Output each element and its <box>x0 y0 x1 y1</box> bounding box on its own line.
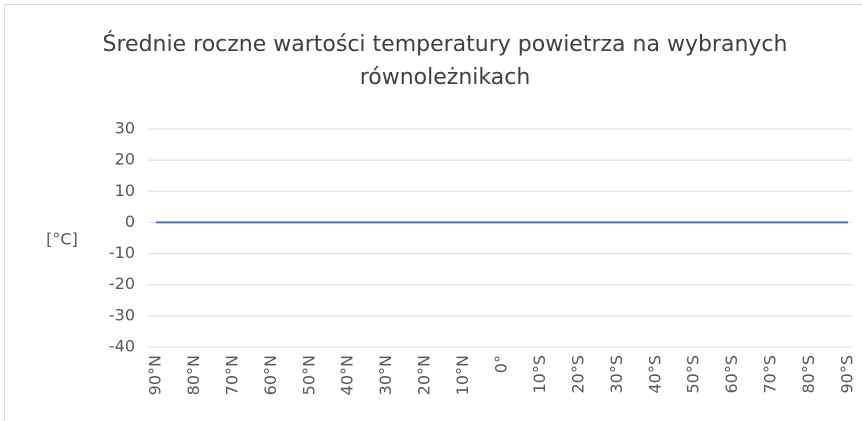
y-tick-label: -30 <box>109 305 135 324</box>
x-tick-label: 60°S <box>722 355 741 394</box>
x-tick-label: 90°N <box>146 355 165 395</box>
x-tick-label: 70°S <box>761 355 780 394</box>
y-tick-label: 20 <box>115 150 135 169</box>
x-tick-label: 40°S <box>645 355 664 394</box>
y-tick-label: -20 <box>109 274 135 293</box>
x-tick-label: 10°S <box>530 355 549 394</box>
x-tick-label: 0° <box>492 355 511 373</box>
x-tick-label: 30°N <box>376 355 395 395</box>
y-tick-label: 10 <box>115 181 135 200</box>
x-tick-label: 70°N <box>222 355 241 395</box>
x-tick-label: 40°N <box>338 355 357 395</box>
x-tick-label: 20°N <box>415 355 434 395</box>
y-tick-label: -40 <box>109 337 135 356</box>
x-tick-label: 60°N <box>261 355 280 395</box>
x-tick-label: 50°N <box>299 355 318 395</box>
x-tick-label: 50°S <box>684 355 703 394</box>
chart-border <box>4 4 862 421</box>
y-tick-label: 0 <box>125 212 135 231</box>
x-tick-label: 30°S <box>607 355 626 394</box>
chart-title: Średnie roczne wartości temperatury powi… <box>102 32 788 90</box>
x-tick-label: 80°S <box>799 355 818 394</box>
y-tick-label: -10 <box>109 243 135 262</box>
x-tick-label: 10°N <box>453 355 472 395</box>
y-tick-label: 30 <box>115 119 135 138</box>
x-tick-label: 20°S <box>568 355 587 394</box>
y-axis-label: [°C] <box>46 230 78 249</box>
x-tick-label: 80°N <box>184 355 203 395</box>
x-tick-label: 90°S <box>838 355 857 394</box>
